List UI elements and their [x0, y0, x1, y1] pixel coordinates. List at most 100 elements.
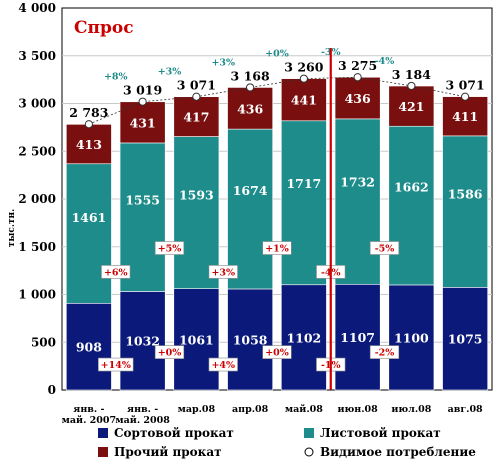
x-tick-label: июл.08	[391, 404, 431, 415]
bar-segment-prochiy	[66, 124, 112, 165]
y-tick-label: 2 000	[18, 192, 56, 206]
sortovoy-change-label-box	[208, 357, 238, 372]
total-label: 3 184	[392, 67, 431, 82]
total-label: 3 071	[446, 78, 485, 93]
data-label: 908	[76, 340, 102, 355]
data-label: 411	[452, 109, 478, 124]
listovoy-change-label: -5%	[375, 244, 395, 255]
data-label: 1075	[448, 332, 483, 347]
bar-segment-sortovoy	[227, 288, 274, 391]
sortovoy-change-label: -2%	[375, 348, 395, 359]
total-change-label: +8%	[104, 72, 128, 83]
total-marker	[407, 81, 416, 91]
total-marker	[246, 83, 255, 92]
data-label: 1662	[394, 180, 429, 195]
sortovoy-change-label: +14%	[101, 360, 131, 371]
x-tick-label: янв. -май. 2008	[115, 404, 170, 426]
total-label: 3 275	[338, 58, 377, 73]
bar-segment-listovoy	[334, 118, 381, 285]
data-label: 431	[130, 115, 156, 130]
data-label: 1717	[286, 176, 321, 191]
listovoy-change-label-box	[101, 265, 131, 279]
total-change-label: +0%	[265, 49, 289, 60]
total-change-label: +3%	[211, 57, 235, 68]
bar-segment-listovoy	[66, 163, 112, 304]
sortovoy-change-label-box	[154, 345, 185, 359]
data-label: 1555	[125, 192, 160, 207]
total-marker	[353, 73, 362, 82]
bar-segment-sortovoy	[334, 283, 381, 391]
listovoy-change-label: +6%	[104, 267, 128, 278]
total-marker	[84, 120, 93, 129]
total-label: 3 260	[284, 60, 323, 75]
x-tick-label: янв. -май. 2007	[62, 404, 117, 426]
legend-swatch	[304, 428, 314, 438]
total-marker	[299, 74, 308, 83]
bar-segment-listovoy	[442, 135, 488, 288]
legend-label: Видимое потребление	[320, 445, 476, 459]
bar-segment-sortovoy	[442, 287, 488, 391]
legend-label: Листовой прокат	[320, 426, 441, 440]
total-label: 3 168	[231, 68, 270, 83]
bar-segment-listovoy	[388, 125, 435, 286]
data-label: 1058	[233, 332, 268, 347]
y-tick-label: 1 500	[18, 240, 56, 254]
total-marker	[138, 97, 147, 106]
listovoy-change-label-box	[369, 241, 400, 255]
data-label: 413	[76, 137, 102, 152]
x-tick-label: авг.08	[448, 404, 483, 415]
data-label: 1100	[394, 330, 429, 345]
bar-segment-prochiy	[119, 101, 166, 144]
total-label: 3 071	[177, 78, 216, 93]
total-marker	[192, 92, 201, 101]
y-tick-label: 0	[48, 383, 56, 397]
bar-segment-prochiy	[334, 76, 381, 120]
chart-title: Спрос	[74, 18, 134, 38]
bar-segment-prochiy	[173, 96, 220, 137]
total-change-label: +3%	[158, 67, 182, 78]
bar-segment-sortovoy	[66, 302, 112, 391]
total-marker	[461, 92, 470, 101]
bar-segment-listovoy	[227, 128, 274, 290]
data-label: 1061	[179, 332, 214, 347]
bar-segment-prochiy	[227, 87, 274, 130]
data-label: 421	[398, 99, 424, 114]
sortovoy-change-label-box	[262, 345, 292, 359]
y-tick-label: 4 000	[18, 1, 56, 15]
data-label: 417	[183, 110, 209, 125]
listovoy-change-label: +3%	[211, 267, 235, 278]
bar-segment-prochiy	[442, 96, 488, 137]
y-axis-label: тыс.тн.	[7, 209, 17, 248]
totals-line	[88, 76, 466, 125]
bar-segment-sortovoy	[388, 284, 435, 391]
bar-segment-listovoy	[280, 120, 327, 286]
data-label: 1032	[125, 334, 160, 349]
x-tick-label: июн.08	[337, 404, 378, 415]
legend-marker	[304, 447, 314, 457]
x-tick-label: апр.08	[232, 404, 269, 415]
legend-swatch	[98, 428, 108, 438]
legend-swatch	[98, 447, 108, 457]
bar-segment-prochiy	[280, 78, 327, 122]
data-label: 436	[345, 91, 371, 106]
listovoy-change-label-box	[208, 265, 238, 279]
data-label: 1586	[448, 186, 483, 201]
data-label: 436	[237, 101, 263, 116]
y-tick-label: 1 000	[18, 288, 56, 302]
bar-segment-prochiy	[388, 85, 435, 127]
sortovoy-change-label-box	[98, 357, 134, 372]
y-tick-label: 3 000	[18, 97, 56, 111]
legend: Сортовой прокат Листовой прокат Прочий про…	[98, 426, 476, 459]
x-tick-label: май.08	[285, 404, 323, 415]
total-label: 3 019	[123, 83, 162, 98]
total-label: 2 783	[69, 105, 108, 120]
data-label: 441	[291, 93, 317, 108]
bar-segment-sortovoy	[119, 291, 166, 391]
data-label: 1593	[179, 187, 214, 202]
listovoy-change-label: +1%	[265, 244, 289, 255]
data-label: 1102	[286, 330, 321, 345]
data-label: 1674	[233, 183, 268, 198]
bar-segment-sortovoy	[280, 284, 327, 391]
